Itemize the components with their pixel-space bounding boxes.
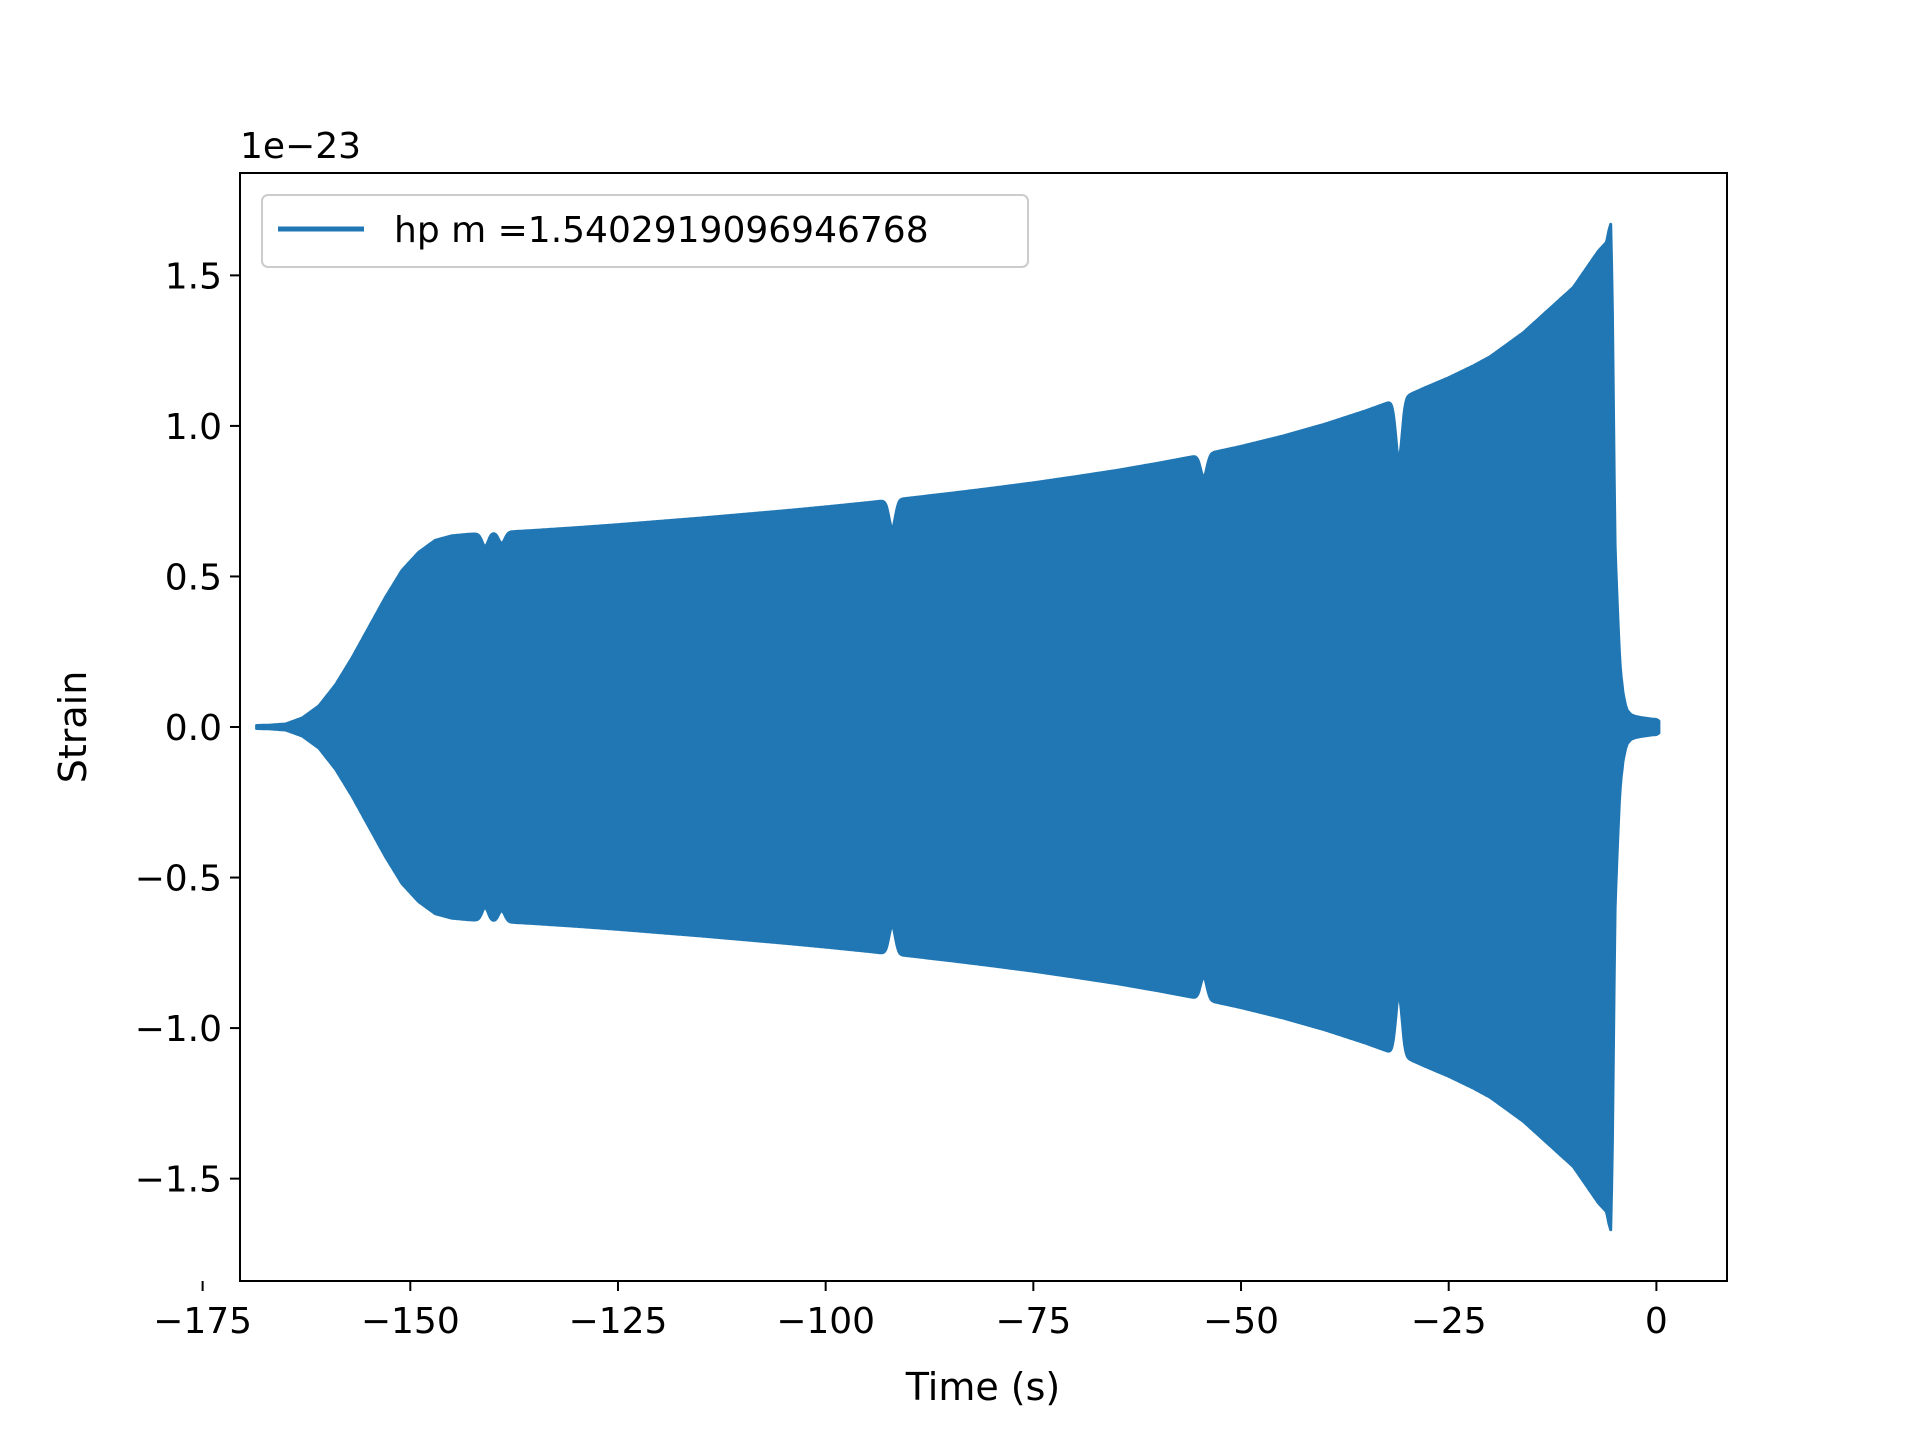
x-tick-label: −50 [1203, 1301, 1279, 1342]
y-axis-label: Strain [51, 671, 95, 784]
legend: hp m =1.5402919096946768 [261, 194, 1029, 268]
x-tick-label: −175 [153, 1301, 252, 1342]
y-tick-label: 1.5 [165, 256, 222, 297]
y-tick-label: −1.5 [135, 1160, 222, 1201]
legend-label: hp m =1.5402919096946768 [394, 210, 929, 251]
legend-box [261, 194, 1029, 268]
y-tick-label: −1.0 [135, 1009, 222, 1050]
x-tick-label: −75 [995, 1301, 1071, 1342]
x-tick-label: −150 [361, 1301, 460, 1342]
x-axis-ticks: −175 −150 −125 −100 −75 −50 −25 0 [153, 1281, 1668, 1342]
y-axis-ticks: 1.5 1.0 0.5 0.0 −0.5 −1.0 −1.5 [135, 256, 240, 1201]
x-tick-label: 0 [1645, 1301, 1668, 1342]
y-tick-label: −0.5 [135, 859, 222, 900]
series-layer [255, 222, 1661, 1232]
x-tick-label: −125 [569, 1301, 668, 1342]
y-tick-label: 1.0 [165, 407, 222, 448]
x-tick-label: −100 [776, 1301, 875, 1342]
x-tick-label: −25 [1411, 1301, 1487, 1342]
y-tick-label: 0.5 [165, 557, 222, 598]
x-axis-label: Time (s) [905, 1365, 1061, 1409]
series-hp-waveform [255, 222, 1661, 1232]
y-tick-label: 0.0 [165, 708, 222, 749]
y-offset-label: 1e−23 [240, 126, 361, 167]
